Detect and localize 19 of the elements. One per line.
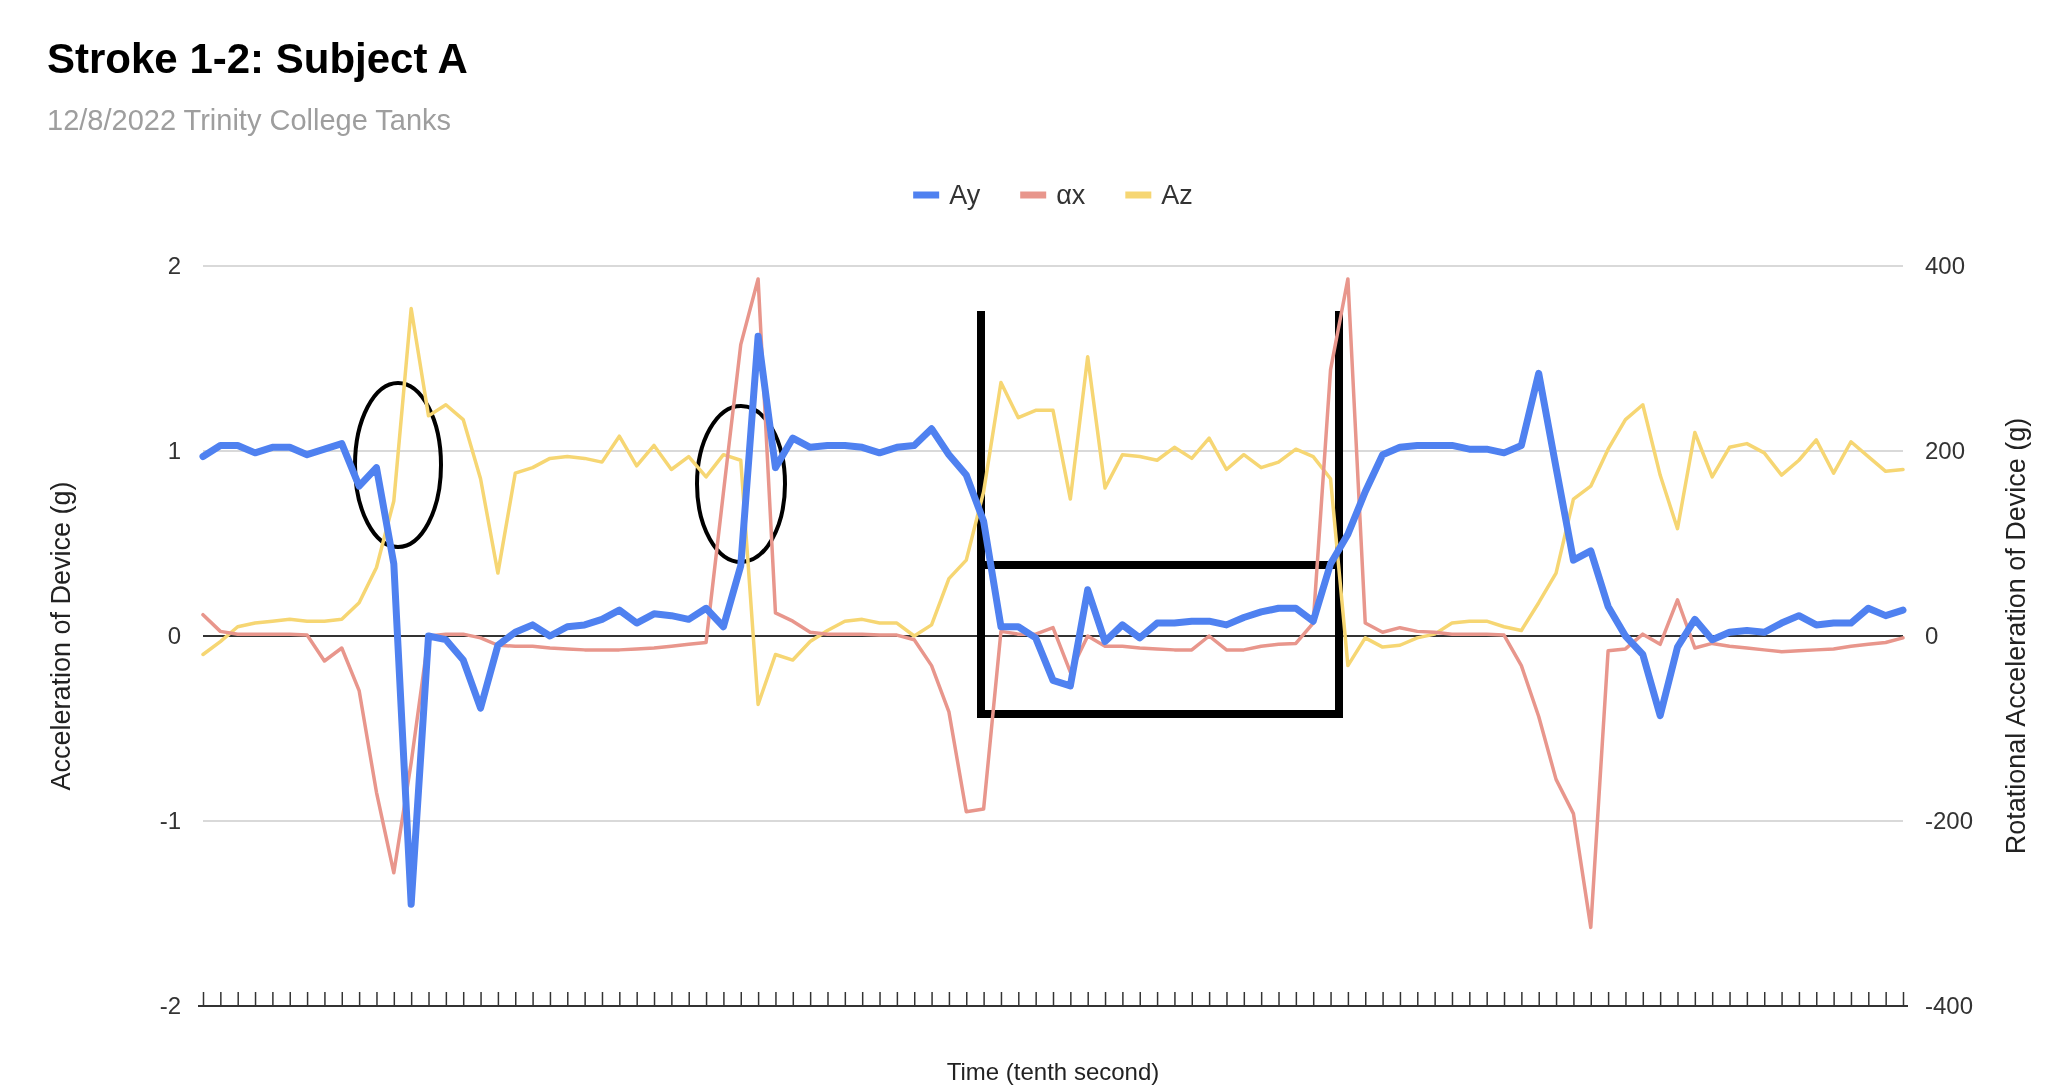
legend-label: αx [1056,180,1086,210]
y2-tick-label: 200 [1925,437,1966,465]
y-tick-label: -1 [159,807,181,835]
y-tick-label: 2 [167,252,181,280]
y-tick-label: 1 [167,437,181,465]
chart-subtitle: 12/8/2022 Trinity College Tanks [47,104,452,136]
y-tick-label: 0 [167,622,181,650]
chart-title: Stroke 1-2: Subject A [47,35,468,82]
x-axis-title: Time (tenth second) [946,1058,1160,1085]
line-series [201,306,1905,707]
y-tick-label: -2 [159,992,181,1020]
y2-tick-label: 0 [1925,622,1939,650]
y2-axis-title: Rotational Acceleration of Device (g) [2001,417,2031,855]
y2-tick-label: 400 [1925,252,1966,280]
y2-tick-label: -200 [1925,807,1974,835]
legend-label: Ay [949,180,981,210]
y2-tick-label: -400 [1925,992,1974,1020]
y-axis-title: Acceleration of Device (g) [46,481,76,791]
legend-label: Az [1161,180,1193,210]
